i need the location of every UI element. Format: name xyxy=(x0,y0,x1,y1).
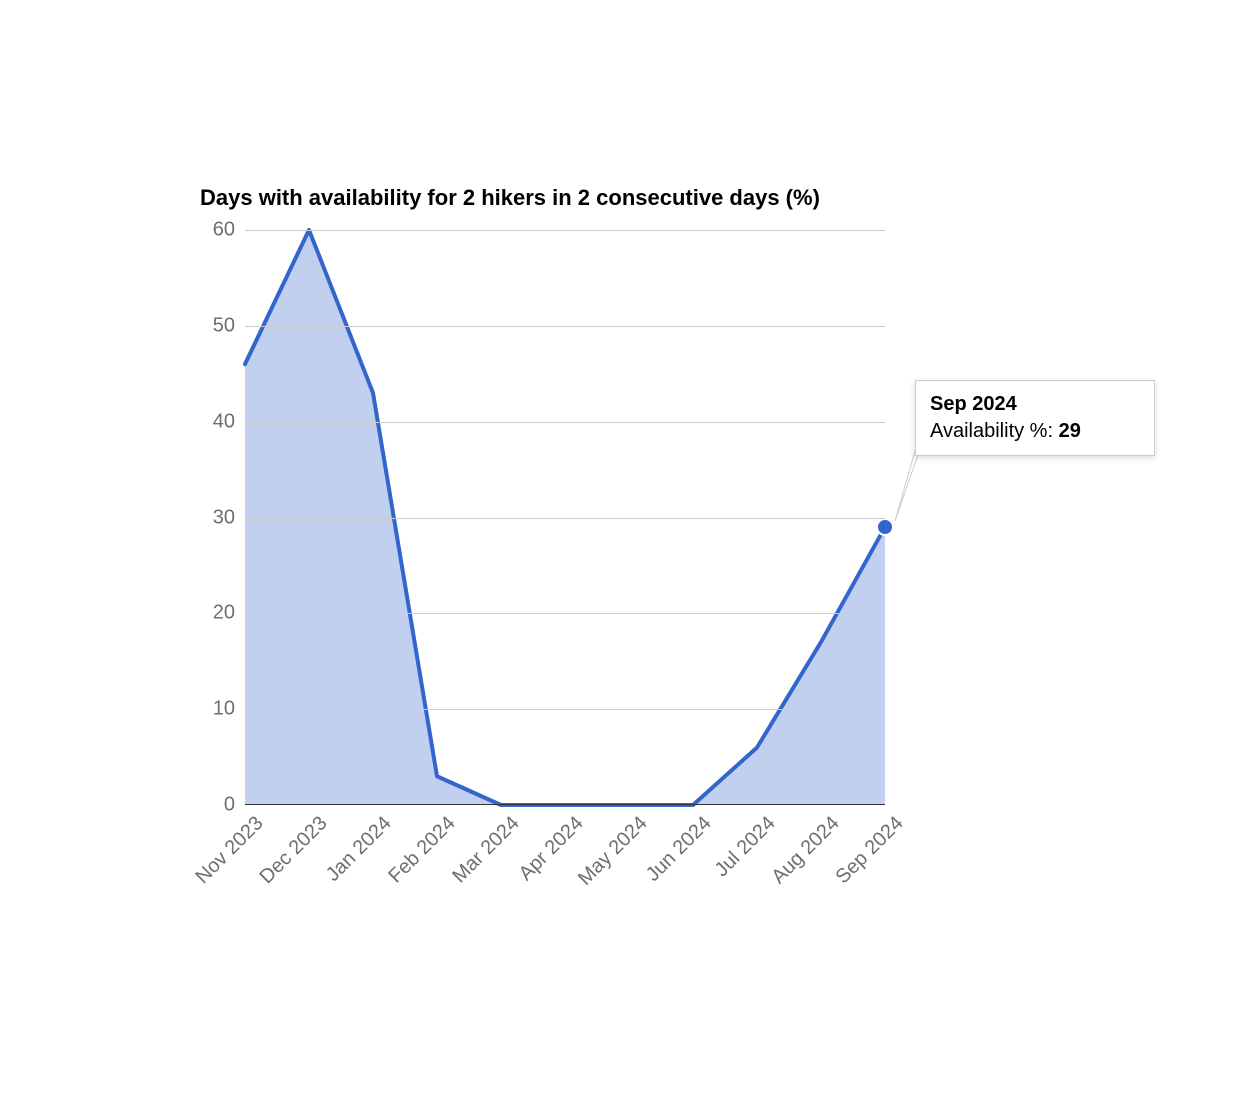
y-tick-label: 50 xyxy=(213,314,245,337)
tooltip-value-row: Availability %: 29 xyxy=(930,418,1140,445)
x-tick-label: Aug 2024 xyxy=(760,805,844,889)
x-tick-label: Jun 2024 xyxy=(635,805,717,887)
tooltip-value-label: Availability %: xyxy=(930,420,1059,442)
gridline xyxy=(245,326,885,327)
tooltip: Sep 2024 Availability %: 29 xyxy=(915,380,1155,456)
x-tick-label: Mar 2024 xyxy=(441,805,524,888)
plot-area: 0102030405060Nov 2023Dec 2023Jan 2024Feb… xyxy=(245,230,885,805)
tooltip-value-number: 29 xyxy=(1059,420,1081,442)
highlight-point-marker xyxy=(876,518,894,536)
x-tick-label: Jan 2024 xyxy=(315,805,397,887)
chart-title: Days with availability for 2 hikers in 2… xyxy=(200,185,820,211)
x-tick-label: Nov 2023 xyxy=(184,805,268,889)
gridline xyxy=(245,230,885,231)
gridline xyxy=(245,709,885,710)
y-tick-label: 10 xyxy=(213,698,245,721)
tooltip-title: Sep 2024 xyxy=(930,391,1140,418)
gridline xyxy=(245,518,885,519)
y-tick-label: 40 xyxy=(213,410,245,433)
y-tick-label: 60 xyxy=(213,219,245,242)
x-tick-label: May 2024 xyxy=(567,805,652,890)
gridline xyxy=(245,422,885,423)
availability-chart: Days with availability for 2 hikers in 2… xyxy=(0,0,1260,1106)
y-tick-label: 20 xyxy=(213,602,245,625)
x-tick-label: Sep 2024 xyxy=(824,805,908,889)
y-tick-label: 30 xyxy=(213,506,245,529)
x-tick-label: Dec 2023 xyxy=(248,805,332,889)
x-tick-label: Feb 2024 xyxy=(377,805,460,888)
gridline xyxy=(245,613,885,614)
